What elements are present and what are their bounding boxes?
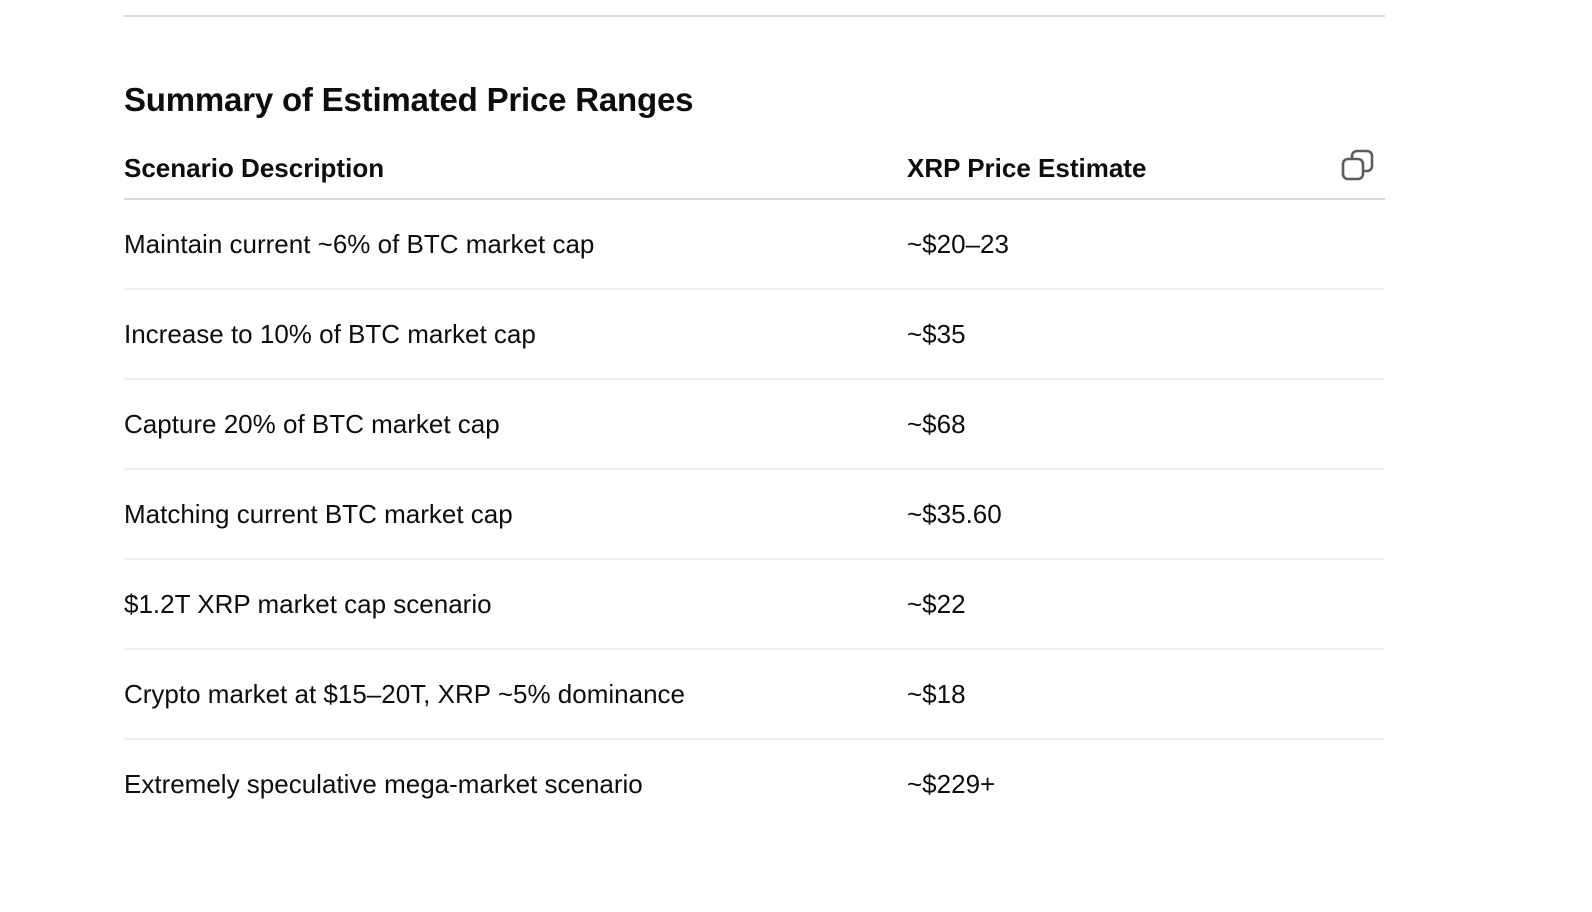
section-title: Summary of Estimated Price Ranges [124,81,694,118]
column-header-estimate: XRP Price Estimate [907,153,1147,183]
table-row: Capture 20% of BTC market cap ~$68 [124,380,1385,470]
estimate-cell: ~$20–23 [907,229,1009,259]
section-divider [124,15,1385,17]
scenario-cell: Capture 20% of BTC market cap [124,409,500,439]
scenario-cell: Extremely speculative mega-market scenar… [124,769,643,799]
table-row: Maintain current ~6% of BTC market cap ~… [124,200,1385,290]
price-summary-table: Scenario Description XRP Price Estimate … [124,140,1385,828]
copy-table-button[interactable] [1339,147,1377,185]
table-row: Matching current BTC market cap ~$35.60 [124,470,1385,560]
scenario-cell: $1.2T XRP market cap scenario [124,589,492,619]
estimate-cell: ~$18 [907,679,966,709]
scenario-cell: Crypto market at $15–20T, XRP ~5% domina… [124,679,685,709]
scenario-cell: Matching current BTC market cap [124,499,513,529]
table-row: $1.2T XRP market cap scenario ~$22 [124,560,1385,650]
scenario-cell: Maintain current ~6% of BTC market cap [124,229,595,259]
scenario-cell: Increase to 10% of BTC market cap [124,319,536,349]
estimate-cell: ~$68 [907,409,966,439]
table-row: Crypto market at $15–20T, XRP ~5% domina… [124,650,1385,740]
estimate-cell: ~$35.60 [907,499,1002,529]
table-row: Increase to 10% of BTC market cap ~$35 [124,290,1385,380]
table-header-row: Scenario Description XRP Price Estimate [124,140,1385,200]
estimate-cell: ~$22 [907,589,966,619]
estimate-cell: ~$35 [907,319,966,349]
table-row: Extremely speculative mega-market scenar… [124,740,1385,828]
column-header-scenario: Scenario Description [124,153,385,183]
copy-icon [1341,149,1374,181]
estimate-cell: ~$229+ [907,769,996,799]
